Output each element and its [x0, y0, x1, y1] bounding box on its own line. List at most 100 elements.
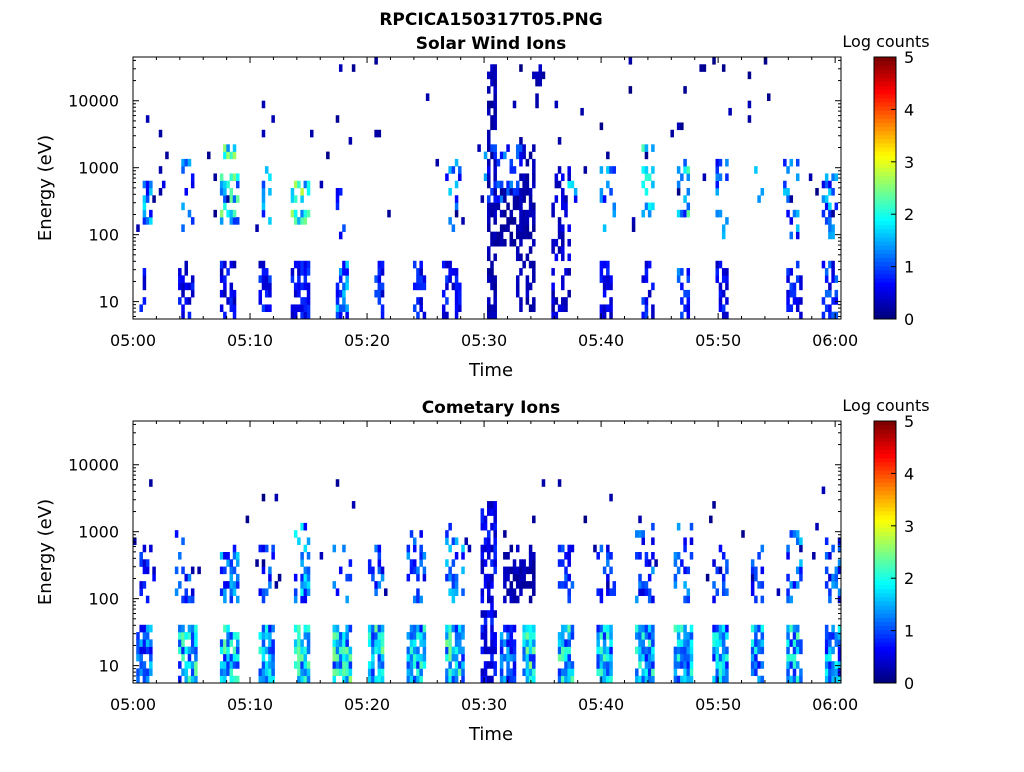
- heatmap-cell: [837, 588, 842, 596]
- heatmap-cell: [786, 639, 790, 647]
- heatmap-cell: [602, 224, 607, 232]
- heatmap-cell: [512, 675, 517, 684]
- heatmap-cell: [487, 588, 491, 596]
- heatmap-cell: [757, 646, 761, 655]
- colorbar-segment: [874, 220, 896, 226]
- heatmap-cell: [290, 209, 295, 218]
- heatmap-cell: [190, 217, 195, 225]
- heatmap-cell: [297, 282, 301, 291]
- heatmap-cell: [683, 166, 687, 174]
- heatmap-cell: [458, 624, 462, 633]
- heatmap-cell: [454, 268, 459, 276]
- heatmap-cell: [741, 530, 745, 538]
- heatmap-cell: [448, 675, 452, 684]
- heatmap-cell: [828, 202, 832, 211]
- heatmap-cell: [406, 668, 411, 677]
- heatmap-cell: [297, 624, 301, 633]
- heatmap-cell: [561, 653, 565, 662]
- heatmap-cell: [297, 260, 301, 269]
- heatmap-cell: [451, 268, 456, 276]
- heatmap-cell: [338, 64, 343, 72]
- heatmap-cell: [831, 188, 835, 196]
- heatmap-cell: [226, 661, 230, 669]
- heatmap-cell: [152, 566, 156, 575]
- heatmap-cell: [348, 624, 353, 633]
- heatmap-cell: [374, 57, 378, 65]
- heatmap-cell: [184, 675, 189, 684]
- colorbar-segment: [874, 678, 896, 684]
- heatmap-cell: [422, 624, 427, 633]
- heatmap-cell: [680, 282, 684, 291]
- heatmap-cell: [683, 544, 687, 553]
- colorbar-segment: [874, 138, 896, 144]
- heatmap-cell: [702, 64, 707, 72]
- heatmap-cell: [194, 639, 198, 647]
- heatmap-cell: [528, 260, 533, 269]
- heatmap-cell: [136, 668, 140, 677]
- heatmap-cell: [551, 268, 555, 276]
- heatmap-cell: [493, 522, 497, 531]
- heatmap-cell: [487, 107, 491, 116]
- heatmap-cell: [561, 624, 565, 633]
- heatmap-cell: [792, 653, 797, 662]
- y-tick-label: 1000: [78, 159, 119, 178]
- heatmap-cell: [335, 588, 340, 596]
- heatmap-cell: [219, 304, 224, 313]
- heatmap-cell: [229, 595, 234, 604]
- heatmap-cell: [715, 158, 720, 167]
- heatmap-cell: [551, 282, 555, 291]
- heatmap-cell: [647, 639, 652, 647]
- heatmap-cell: [606, 304, 610, 313]
- heatmap-cell: [271, 675, 275, 684]
- x-tick-label: 05:30: [461, 331, 507, 350]
- heatmap-cell: [338, 231, 343, 240]
- heatmap-cell: [532, 297, 536, 305]
- heatmap-cell: [789, 289, 794, 298]
- heatmap-cell: [235, 639, 240, 647]
- heatmap-cell: [725, 275, 729, 283]
- heatmap-cell: [303, 282, 308, 291]
- heatmap-cell: [564, 195, 568, 203]
- heatmap-cell: [454, 282, 459, 291]
- heatmap-cell: [483, 646, 488, 655]
- heatmap-cell: [683, 209, 687, 218]
- heatmap-cell: [458, 289, 462, 298]
- heatmap-cell: [181, 304, 185, 313]
- heatmap-cell: [689, 653, 694, 662]
- heatmap-cell: [532, 624, 536, 633]
- heatmap-cell: [261, 566, 266, 575]
- heatmap-cell: [528, 624, 533, 633]
- heatmap-cell: [416, 311, 420, 320]
- heatmap-cell: [795, 632, 800, 640]
- heatmap-cell: [223, 668, 227, 677]
- heatmap-cell: [522, 188, 526, 196]
- heatmap-cell: [335, 188, 340, 196]
- y-tick-label: 10: [99, 657, 119, 676]
- heatmap-cell: [721, 224, 726, 232]
- heatmap-cell: [461, 661, 465, 669]
- heatmap-cell: [557, 646, 562, 655]
- colorbar-segment: [874, 564, 896, 569]
- heatmap-cell: [490, 661, 494, 669]
- heatmap-cell: [149, 544, 153, 553]
- x-tick-label: 05:00: [110, 695, 156, 714]
- heatmap-cell: [522, 646, 526, 655]
- heatmap-cell: [499, 238, 504, 247]
- heatmap-cell: [445, 668, 449, 677]
- heatmap-cell: [712, 632, 716, 640]
- heatmap-cell: [345, 595, 349, 604]
- heatmap-cell: [226, 144, 230, 152]
- heatmap-cell: [493, 508, 497, 516]
- heatmap-cell: [297, 632, 301, 640]
- heatmap-cell: [535, 100, 539, 109]
- heatmap-cell: [419, 559, 423, 567]
- heatmap-cell: [750, 588, 755, 596]
- heatmap-cell: [335, 668, 340, 677]
- heatmap-cell: [532, 573, 536, 582]
- heatmap-cell: [606, 581, 610, 589]
- heatmap-cell: [766, 93, 771, 101]
- heatmap-cell: [264, 282, 269, 291]
- heatmap-cell: [499, 661, 504, 669]
- colorbar-segment: [874, 556, 896, 561]
- heatmap-cell: [680, 209, 684, 218]
